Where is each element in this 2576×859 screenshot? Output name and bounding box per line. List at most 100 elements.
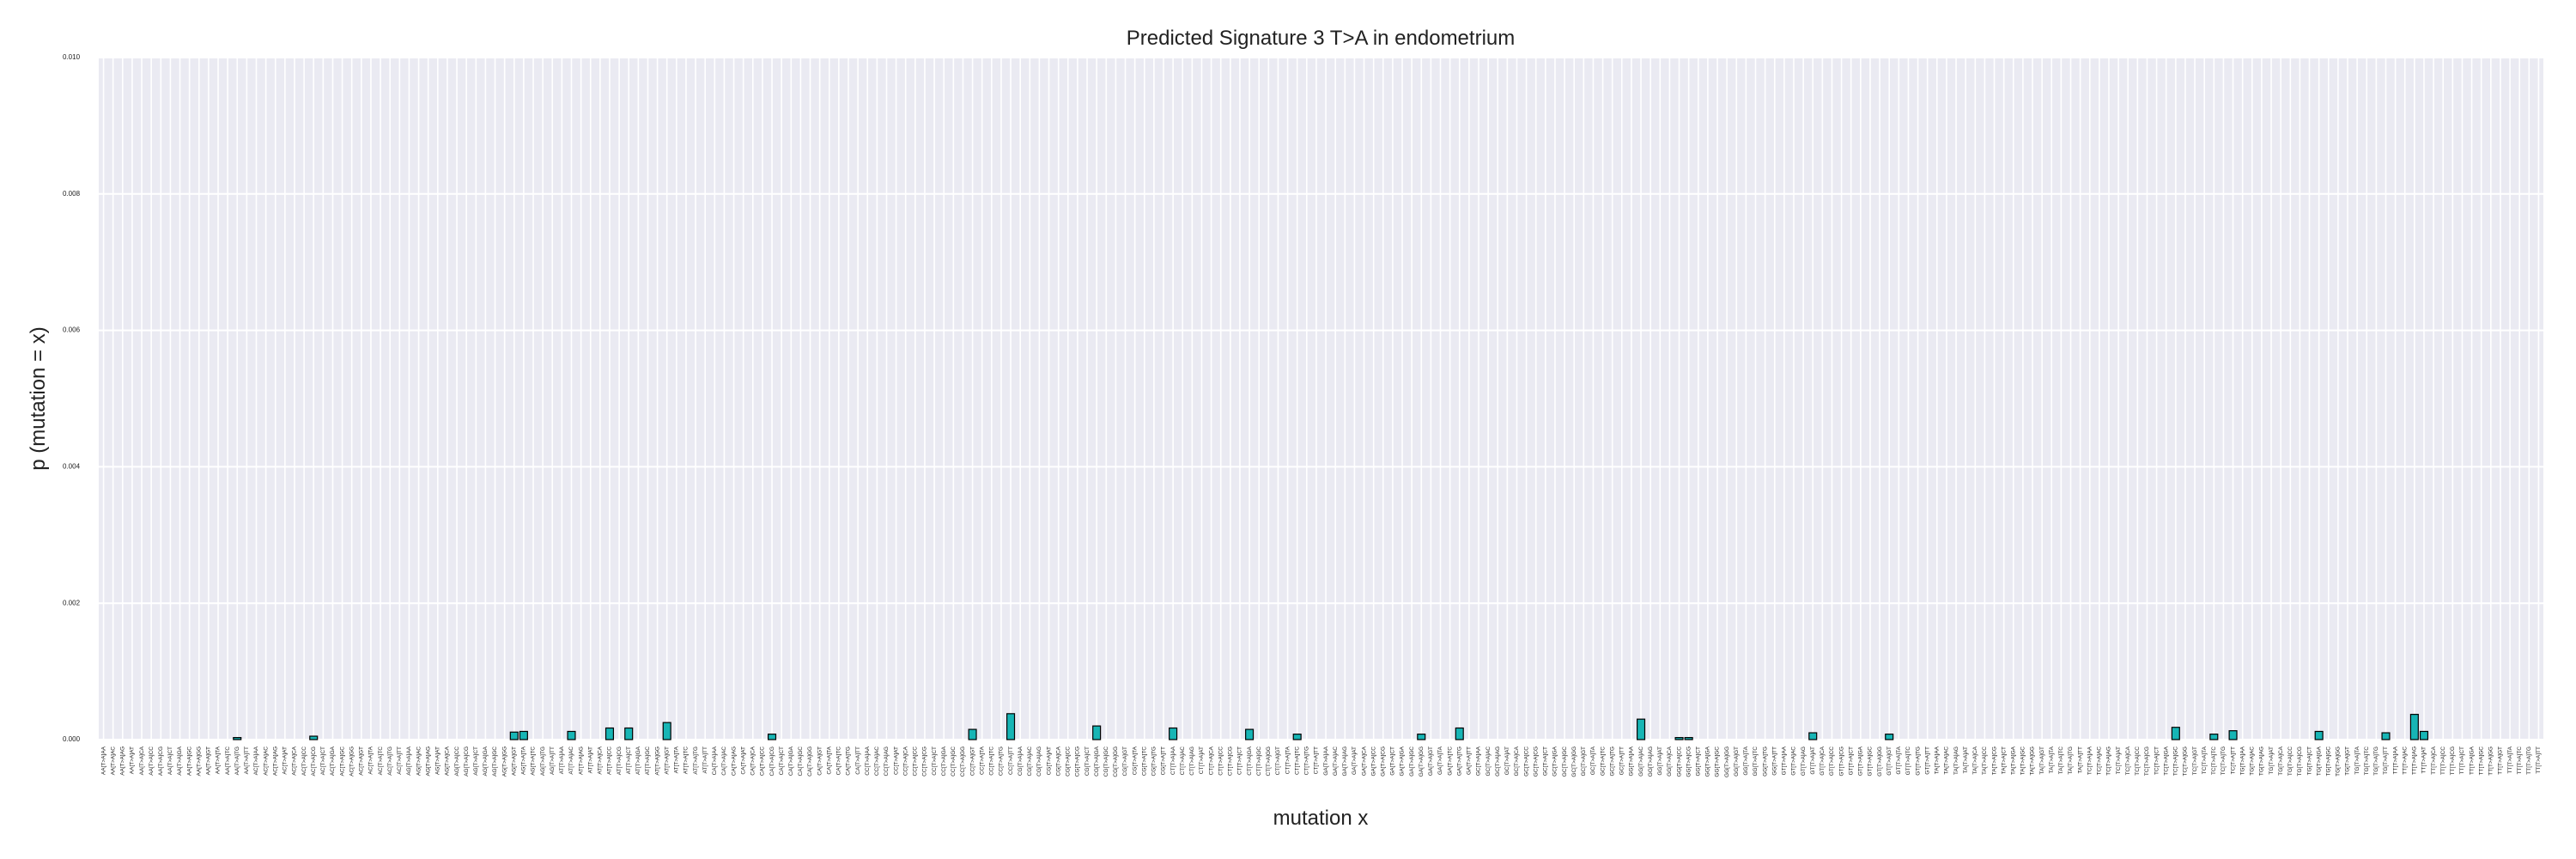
bar [662, 722, 671, 740]
x-tick-label: AT[T>A]CT [626, 746, 632, 774]
bar [509, 731, 519, 740]
x-tick-label: AA[T>A]TA [216, 746, 222, 774]
x-tick-label: CT[T>A]GC [1256, 746, 1262, 776]
x-tick-label: CG[T>A]GT [1122, 746, 1128, 777]
bar [1455, 727, 1464, 740]
x-tick-label: AG[T>A]GA [483, 746, 489, 776]
x-tick-label: GA[T>A]GT [1428, 746, 1434, 776]
x-tick-label: CG[T>A]AA [1018, 746, 1024, 776]
x-tick-label: AT[T>A]TG [693, 746, 699, 775]
x-tick-label: AT[T>A]GC [645, 746, 651, 776]
x-tick-label: CT[T>A]CA [1208, 746, 1214, 775]
x-tick-label: AC[T>A]CC [301, 746, 307, 776]
x-tick-label: AC[T>A]GA [330, 746, 336, 776]
x-tick-label: GT[T>A]TT [1924, 746, 1930, 775]
x-tick-label: CA[T>A]TG [846, 746, 852, 776]
x-tick-label: GC[T>A]TT [1619, 746, 1625, 775]
x-tick-label: AC[T>A]TG [387, 746, 393, 776]
bars [233, 713, 2429, 740]
x-tick-label: CC[T>A]CG [922, 746, 928, 777]
x-tick-label: CC[T>A]GG [960, 746, 966, 777]
y-tick-label: 0.000 [63, 735, 81, 743]
x-tick-label: CT[T>A]CG [1228, 746, 1234, 776]
x-tick-label: CG[T>A]GA [1094, 746, 1100, 777]
x-tick-label: CG[T>A]CA [1055, 746, 1061, 776]
x-tick-label: GC[T>A]CC [1523, 746, 1529, 777]
bar [767, 734, 777, 740]
x-tick-label: CG[T>A]TC [1141, 746, 1147, 776]
x-tick-label: CA[T>A]GG [807, 746, 813, 777]
x-tick-label: GG[T>A]AC [1638, 746, 1644, 777]
x-tick-label: TG[T>A]GT [2345, 746, 2351, 776]
x-tick-label: CA[T>A]CC [760, 746, 766, 776]
x-axis-label: mutation x [1273, 807, 1369, 830]
x-tick-label: TG[T>A]TA [2354, 746, 2360, 774]
x-tick-label: AC[T>A]CA [292, 746, 298, 775]
x-tick-label: GT[T>A]TG [1915, 746, 1921, 776]
x-tick-label: TC[T>A]AG [2106, 746, 2112, 776]
x-tick-label: CG[T>A]TA [1132, 746, 1138, 775]
x-tick-label: GC[T>A]AC [1485, 746, 1492, 777]
x-tick-label: GA[T>A]CG [1381, 746, 1387, 777]
x-tick-label: CG[T>A]CG [1075, 746, 1081, 777]
bar [1674, 737, 1684, 740]
x-tick-label: GA[T>A]GC [1409, 746, 1415, 777]
x-tick-label: TC[T>A]GC [2173, 746, 2179, 776]
x-tick-label: GT[T>A]AA [1782, 746, 1788, 775]
x-tick-label: AG[T>A]CT [473, 746, 479, 776]
plot-background [99, 58, 2543, 740]
x-tick-label: TG[T>A]CC [2287, 746, 2293, 776]
x-tick-label: TT[T>A]TA [2507, 746, 2513, 773]
x-tick-label: CG[T>A]CT [1084, 746, 1091, 776]
x-tick-label: TG[T>A]TC [2364, 746, 2370, 776]
x-tick-label: CT[T>A]GG [1266, 746, 1272, 777]
x-tick-label: CA[T>A]AC [721, 746, 727, 776]
x-tick-label: GC[T>A]GC [1562, 746, 1568, 777]
x-tick-label: AG[T>A]CC [454, 746, 460, 777]
x-tick-label: AG[T>A]AG [425, 746, 431, 777]
x-tick-label: GT[T>A]AC [1791, 746, 1797, 776]
x-tick-label: TC[T>A]TT [2230, 746, 2236, 774]
bar [1169, 727, 1178, 740]
bar [519, 730, 528, 740]
x-tick-label: CA[T>A]TA [826, 746, 832, 774]
bar [1808, 732, 1818, 740]
x-tick-label: TC[T>A]CG [2144, 746, 2150, 776]
y-tick-label: 0.010 [63, 53, 81, 61]
x-tick-label: CC[T>A]GC [951, 746, 957, 777]
x-tick-label: GA[T>A]CC [1370, 746, 1376, 777]
bar [1092, 725, 1102, 740]
x-tick-label: CA[T>A]GA [788, 746, 794, 776]
x-tick-label: TA[T>A]AG [1953, 746, 1959, 775]
x-tick-label: AG[T>A]AA [406, 746, 412, 775]
x-tick-label: GG[T>A]CG [1686, 746, 1692, 777]
x-tick-label: GA[T>A]GG [1419, 746, 1425, 777]
x-tick-label: TT[T>A]CA [2431, 746, 2437, 774]
x-tick-label: GG[T>A]TT [1771, 746, 1777, 776]
x-tick-label: AT[T>A]AA [559, 746, 565, 774]
x-tick-label: TT[T>A]TG [2526, 746, 2532, 775]
bar [2419, 730, 2429, 740]
x-tick-label: GA[T>A]AT [1352, 746, 1358, 775]
x-tick-label: TA[T>A]CA [1972, 746, 1978, 774]
x-tick-label: GT[T>A]AG [1801, 746, 1807, 776]
x-tick-label: AT[T>A]AC [568, 746, 574, 775]
x-tick-label: AG[T>A]CA [445, 746, 451, 776]
x-tick-label: AA[T>A]CC [149, 746, 155, 776]
x-tick-label: CC[T>A]AG [884, 746, 890, 777]
x-tick-label: CC[T>A]TT [1008, 746, 1014, 775]
x-tick-label: GA[T>A]CA [1361, 746, 1367, 776]
x-tick-label: CG[T>A]GC [1103, 746, 1109, 777]
x-tick-label: TC[T>A]AC [2097, 746, 2103, 776]
x-tick-label: CC[T>A]TA [979, 746, 985, 775]
x-tick-label: GC[T>A]CA [1514, 746, 1520, 776]
labels: 0.000 0.002 0.004 0.006 0.008 0.010 AA[T>A]AA A… [63, 53, 2542, 777]
x-tick-label: TC[T>A]TC [2211, 746, 2217, 775]
x-tick-label: GT[T>A]TC [1905, 746, 1911, 776]
x-tick-label: AC[T>A]CT [320, 746, 326, 775]
x-tick-label: TG[T>A]GC [2325, 746, 2331, 777]
x-tick-label: AG[T>A]GC [492, 746, 498, 777]
x-tick-label: TG[T>A]CG [2297, 746, 2303, 777]
x-tick-label: AG[T>A]GG [501, 746, 507, 777]
bar [605, 727, 615, 740]
